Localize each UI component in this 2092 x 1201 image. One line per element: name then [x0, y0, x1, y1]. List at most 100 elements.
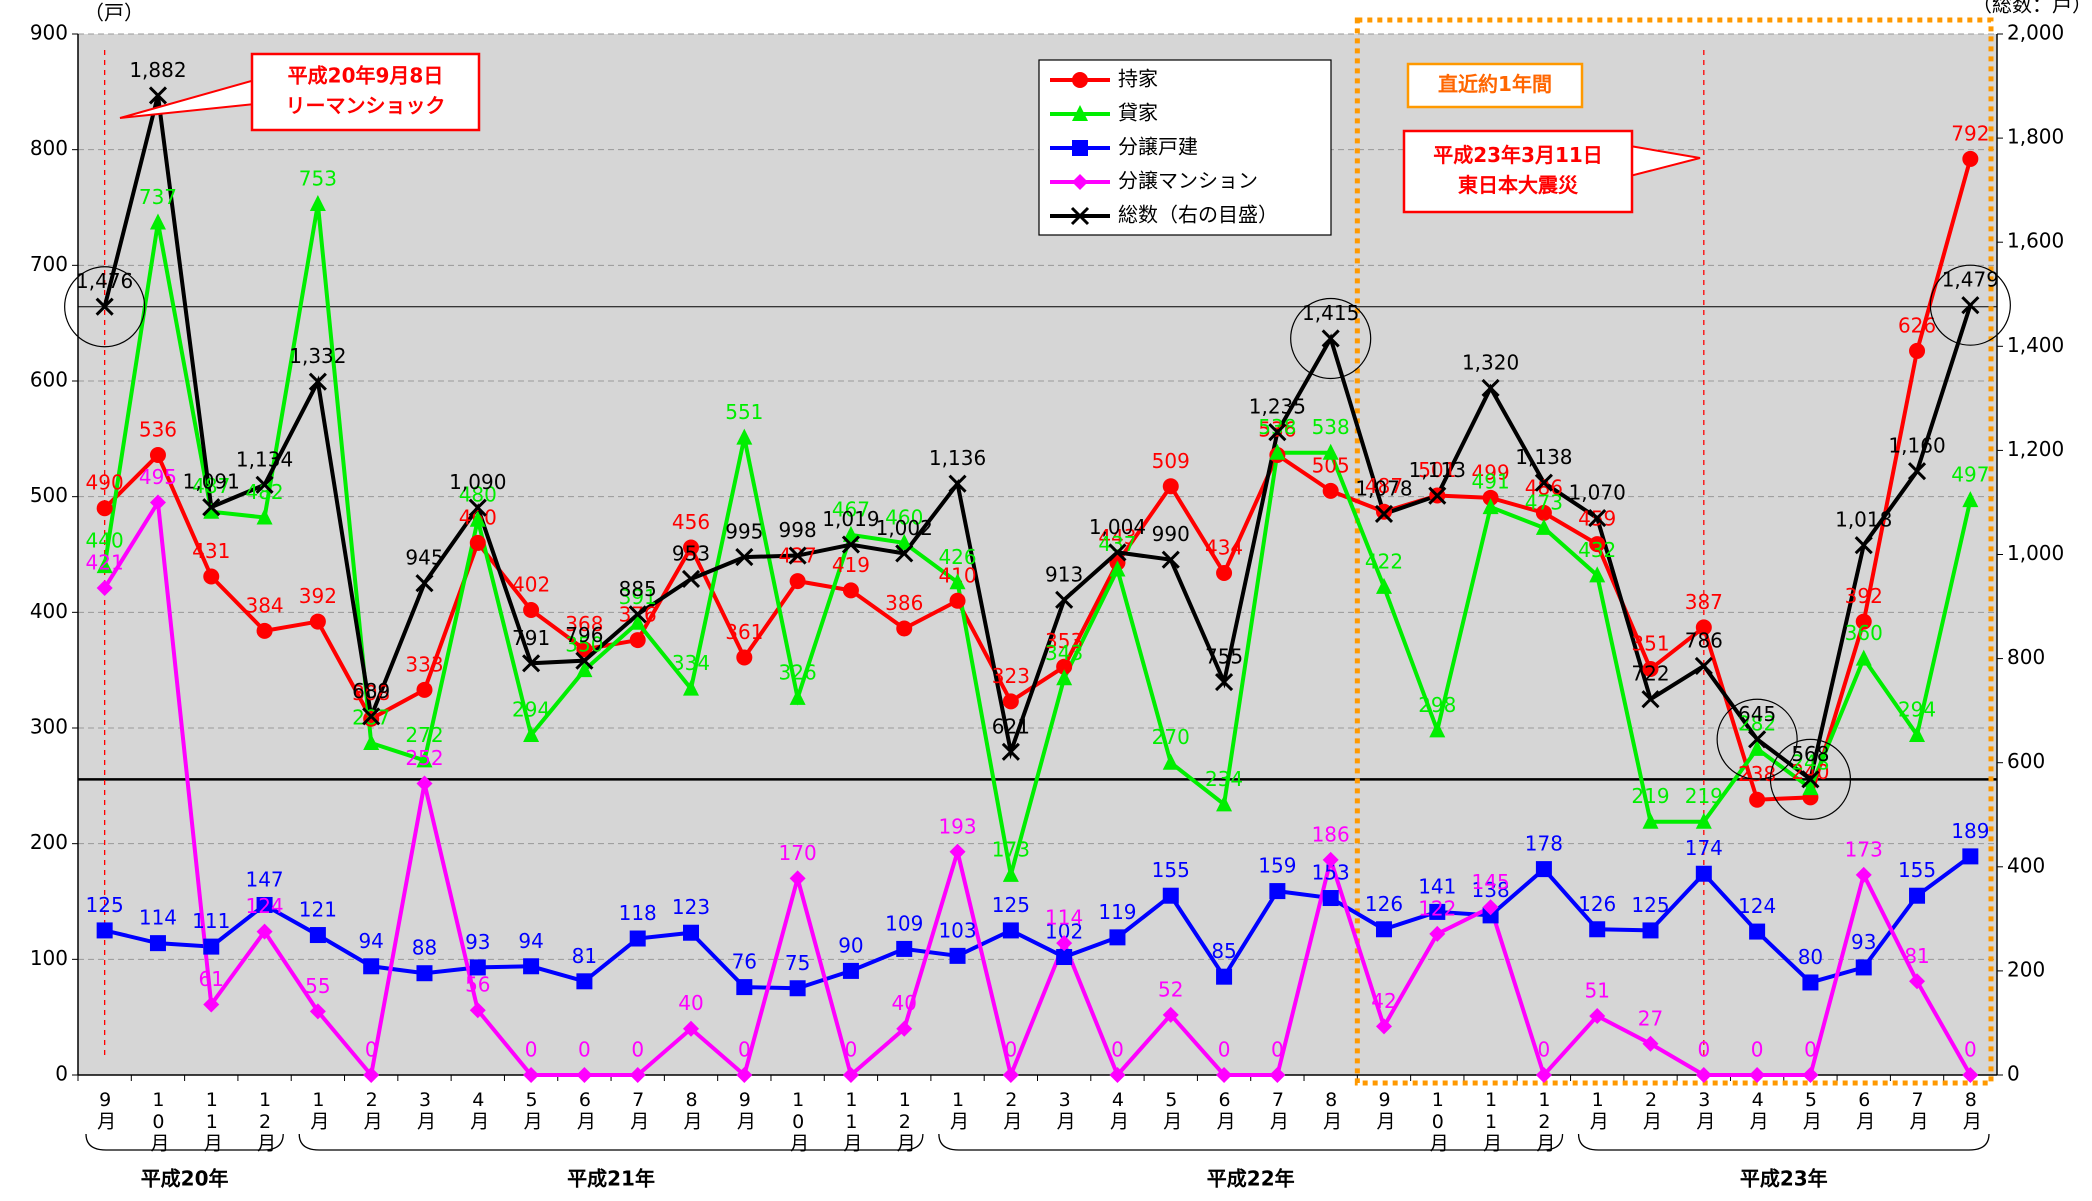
data-label: 1,090 — [449, 470, 506, 494]
x-tick-label: 7月 — [1267, 1089, 1289, 1130]
marker — [1055, 590, 1074, 609]
data-label: 551 — [725, 400, 763, 424]
marker — [1855, 866, 1872, 883]
data-label: 1,235 — [1249, 395, 1306, 419]
annotation-box — [1406, 62, 1584, 109]
data-label: 392 — [1845, 584, 1883, 608]
data-label: 121 — [299, 898, 337, 922]
marker — [1108, 543, 1127, 562]
data-label: 509 — [1152, 449, 1190, 473]
data-label: 419 — [832, 553, 870, 577]
x-tick-label: 12月 — [1533, 1089, 1555, 1152]
marker — [1072, 105, 1088, 121]
data-label: 491 — [1472, 470, 1510, 494]
marker — [363, 734, 380, 751]
marker — [629, 930, 646, 947]
marker — [1056, 669, 1073, 686]
series-line — [103, 158, 1973, 802]
marker — [1428, 486, 1447, 505]
data-label: 219 — [1685, 784, 1723, 808]
marker — [309, 195, 326, 212]
data-label: 480 — [459, 482, 497, 506]
y2-tick-label: 1,000 — [2007, 541, 2064, 565]
group-label: 平成20年 — [141, 1167, 229, 1191]
x-tick-label: 10月 — [1427, 1089, 1449, 1152]
data-label: 536 — [139, 418, 177, 442]
data-label: 421 — [86, 551, 124, 575]
data-label: 0 — [1964, 1038, 1977, 1062]
data-label: 0 — [1218, 1038, 1231, 1062]
marker — [1961, 296, 1980, 315]
data-label: 27 — [1638, 1006, 1663, 1030]
marker-x — [1854, 536, 1873, 555]
marker — [1694, 656, 1713, 675]
marker — [789, 688, 806, 705]
marker — [842, 1067, 859, 1083]
data-label: 125 — [86, 893, 124, 917]
marker — [575, 651, 594, 670]
data-label: 1,160 — [1888, 434, 1945, 458]
marker — [1801, 770, 1820, 789]
marker — [1216, 795, 1233, 812]
x-tick-label: 11月 — [1480, 1089, 1502, 1152]
marker — [1269, 883, 1286, 900]
data-label: 155 — [1898, 858, 1936, 882]
marker-x — [148, 86, 168, 105]
x-tick-label: 2月 — [1640, 1089, 1662, 1130]
marker — [1854, 536, 1873, 555]
marker — [202, 498, 221, 517]
x-tick-label: 12月 — [894, 1089, 916, 1152]
highlight-box — [1354, 17, 1994, 1086]
data-label: 52 — [1158, 977, 1183, 1001]
marker — [949, 592, 966, 609]
marker — [1535, 504, 1552, 521]
marker-x — [1055, 590, 1074, 609]
marker — [681, 569, 701, 589]
data-label: 0 — [1751, 1038, 1764, 1062]
marker-x — [1481, 378, 1500, 398]
marker — [1321, 329, 1340, 348]
x-tick-label: 4月 — [467, 1089, 489, 1130]
x-tick-label: 3月 — [414, 1089, 436, 1130]
data-label: 40 — [892, 991, 917, 1015]
plot-area — [78, 34, 1997, 1075]
marker — [1855, 649, 1872, 666]
marker — [896, 940, 913, 957]
data-label: 343 — [1045, 641, 1083, 665]
data-label: 272 — [405, 723, 443, 747]
data-label: 353 — [1045, 629, 1083, 653]
marker — [1589, 1008, 1606, 1025]
marker-x — [1321, 329, 1340, 348]
data-label: 94 — [518, 929, 543, 953]
marker — [1002, 922, 1019, 939]
y-tick-label: 0 — [55, 1062, 68, 1086]
group-bracket — [1577, 1133, 1990, 1151]
y2-tick-label: 1,400 — [2007, 333, 2064, 357]
data-label: 94 — [358, 929, 383, 953]
marker — [1269, 443, 1286, 460]
marker-x — [1161, 550, 1180, 569]
series-line — [102, 203, 1973, 876]
data-label: 81 — [572, 944, 597, 968]
y-tick-label: 300 — [30, 715, 68, 739]
marker-x — [468, 498, 487, 517]
data-label: 945 — [405, 546, 443, 570]
marker — [949, 843, 966, 860]
marker — [149, 213, 166, 230]
data-label: 621 — [992, 714, 1030, 738]
data-label: 1,018 — [1835, 508, 1892, 532]
data-label: 294 — [1898, 697, 1936, 721]
marker — [1642, 661, 1659, 678]
data-label: 189 — [1951, 819, 1989, 843]
marker — [683, 539, 700, 556]
legend-label: 貸家 — [1118, 101, 1158, 125]
marker — [1909, 342, 1926, 359]
data-label: 499 — [1472, 460, 1510, 484]
data-label: 170 — [779, 841, 817, 865]
y2-tick-label: 200 — [2007, 957, 2045, 981]
marker — [1748, 730, 1767, 749]
annotation-text: 直近約1年間 — [1438, 72, 1552, 96]
marker-x — [415, 574, 434, 593]
